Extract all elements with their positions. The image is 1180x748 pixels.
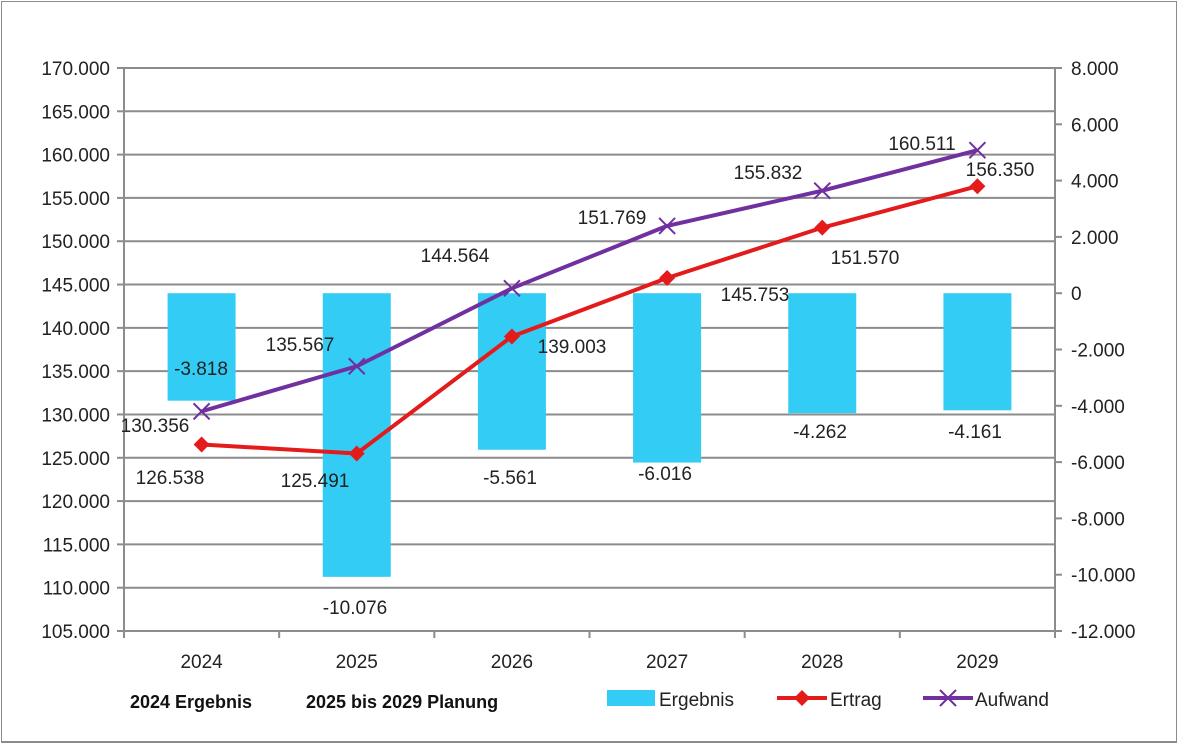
marker-aufwand [503,279,521,298]
left-tick-label: 125.000 [41,449,110,470]
left-tick-label: 165.000 [41,102,110,123]
marker-ertrag [659,270,676,287]
data-label-ertrag: 126.538 [136,468,205,489]
line-aufwand [201,148,978,414]
data-label-ergebnis: -3.818 [174,359,228,380]
bar-ergebnis-2028 [788,293,857,414]
left-tick-label: 105.000 [41,622,110,643]
left-tick-label: 135.000 [41,362,110,383]
left-tick-label: 170.000 [41,59,110,80]
category-label: 2026 [491,652,533,673]
marker-aufwand [813,182,831,200]
left-tick-label: 110.000 [43,579,110,600]
right-tick-label: 2.000 [1071,228,1119,249]
data-label-ergebnis: -5.561 [483,468,537,489]
category-label: 2024 [180,652,223,673]
bar-ergebnis-2026 [477,293,546,450]
bar-ergebnis-2027 [633,293,702,463]
data-label-aufwand: 155.832 [734,163,803,184]
legend-swatch-ergebnis [607,690,655,706]
line-series [192,141,987,462]
category-label: 2027 [646,652,688,673]
gridlines [124,67,1055,589]
left-tick-label: 140.000 [41,319,110,340]
category-label: 2028 [801,652,843,673]
right-tick-label: 4.000 [1071,172,1119,193]
marker-aufwand [658,217,676,235]
data-label-ertrag: 156.350 [966,160,1035,181]
bar-ergebnis-2024 [167,293,236,401]
right-tick-label: -12.000 [1071,622,1135,643]
left-tick-label: 130.000 [41,405,110,426]
legend-label-ergebnis: Ergebnis [659,690,734,711]
data-label-ergebnis: -6.016 [638,464,692,485]
right-tick-label: 0 [1071,284,1082,305]
bar-ergebnis-2029 [943,293,1012,411]
right-tick-label: -10.000 [1071,566,1135,587]
left-tick-label: 150.000 [41,232,110,253]
right-tick-label: 6.000 [1071,115,1119,136]
category-label: 2029 [956,652,998,673]
data-label-aufwand: 130.356 [121,416,190,437]
left-tick-label: 145.000 [41,276,110,297]
left-tick-label: 160.000 [41,146,110,167]
right-tick-label: -2.000 [1071,341,1125,362]
annotation-planung: 2025 bis 2029 Planung [306,692,498,712]
left-tick-label: 120.000 [41,492,110,513]
right-tick-label: -6.000 [1071,453,1125,474]
marker-ertrag [193,436,210,453]
data-label-aufwand: 135.567 [266,335,335,356]
data-labels: -3.818 -10.076 -5.561 -6.016 -4.262 -4.161 126… [121,134,1035,619]
legend-label-aufwand: Aufwand [975,690,1049,711]
data-label-aufwand: 144.564 [421,246,490,267]
data-label-ergebnis: -4.262 [793,422,847,443]
marker-aufwand [348,357,366,375]
data-label-ergebnis: -4.161 [948,422,1002,443]
left-tick-label: 155.000 [41,189,110,210]
annotation-2024-ergebnis: 2024 Ergebnis [130,692,252,712]
marker-aufwand [968,141,987,159]
axes [117,67,1062,638]
right-tick-label: -4.000 [1071,397,1125,418]
marker-aufwand [192,402,211,421]
legend-marker-aufwand [939,689,957,707]
data-label-aufwand: 160.511 [888,134,955,155]
category-label: 2025 [336,652,378,673]
left-tick-label: 115.000 [43,535,110,556]
marker-ertrag [503,328,520,345]
legend: Ergebnis Ertrag Aufwand [607,689,1049,711]
data-label-ertrag: 125.491 [281,471,350,492]
data-label-ertrag: 145.753 [721,285,790,306]
category-labels: 2024 2025 2026 2027 2028 2029 [180,652,998,673]
legend-label-ertrag: Ertrag [830,690,882,711]
legend-marker-ertrag [794,690,810,706]
marker-ertrag [814,219,831,236]
tick-labels: 105.000 110.000 115.000 120.000 125.000 130.0… [41,59,1135,643]
data-label-ertrag: 139.003 [538,337,607,358]
data-label-ergebnis: -10.076 [323,598,387,619]
marker-ertrag [348,445,365,462]
marker-ertrag [969,178,986,195]
data-label-aufwand: 151.769 [578,208,647,229]
right-tick-label: 8.000 [1071,59,1119,80]
line-ertrag [201,184,978,456]
data-label-ertrag: 151.570 [831,248,900,269]
right-tick-label: -8.000 [1071,509,1125,530]
